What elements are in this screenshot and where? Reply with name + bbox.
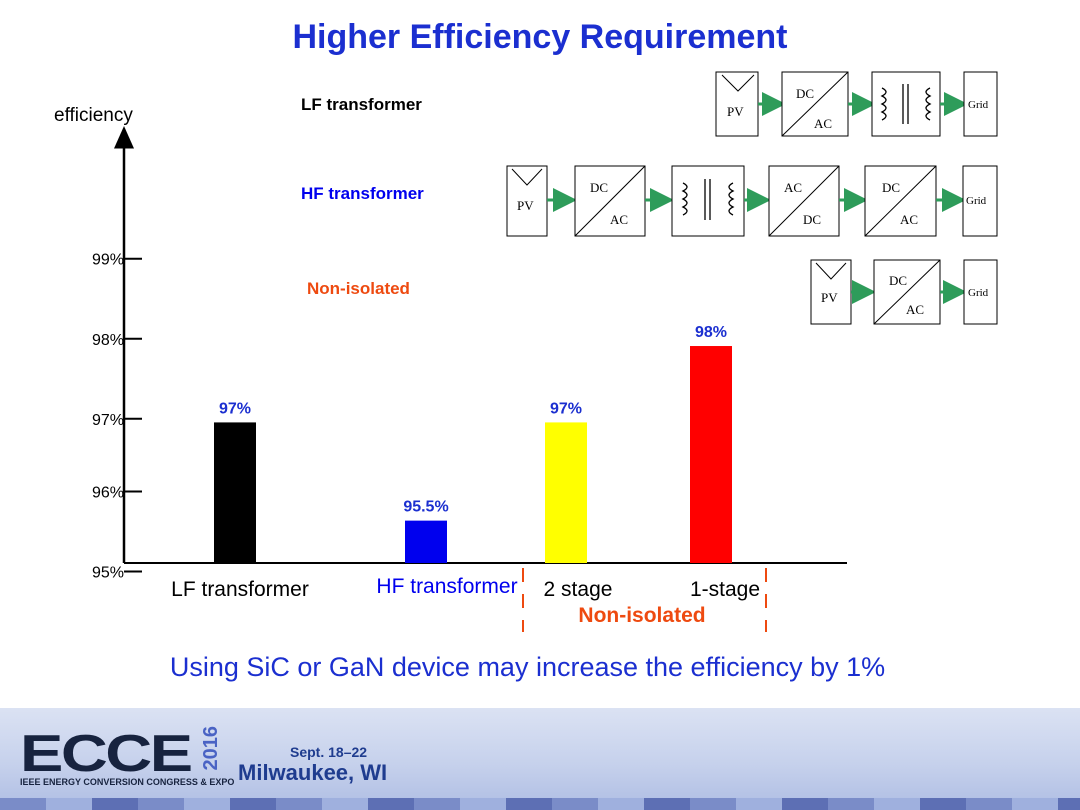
- transformer-icon: [681, 179, 735, 220]
- category-label: LF transformer: [171, 578, 309, 601]
- dc-text: DC: [889, 273, 907, 288]
- grid-text: Grid: [968, 287, 989, 299]
- lf-topology-diagram: PV DC AC Grid: [715, 71, 998, 137]
- conference-footer: ECCE 2016 IEEE ENERGY CONVERSION CONGRES…: [0, 708, 1080, 810]
- dc-text: DC: [796, 86, 814, 101]
- y-axis-label: efficiency: [54, 105, 133, 126]
- hf-transformer-label: HF transformer: [301, 184, 424, 203]
- pv-text: PV: [517, 198, 534, 213]
- conference-dates: Sept. 18–22: [290, 744, 368, 760]
- pv-text: PV: [727, 104, 744, 119]
- y-tick-label: 98%: [92, 332, 124, 349]
- dc-text: DC: [590, 180, 608, 195]
- ac-text: AC: [784, 180, 802, 195]
- dc-text: DC: [803, 212, 821, 227]
- category-label: HF transformer: [376, 575, 517, 598]
- ac-text: AC: [814, 116, 832, 131]
- conference-city: Milwaukee, WI: [238, 760, 388, 785]
- ecce-organization: IEEE ENERGY CONVERSION CONGRESS & EXPO: [20, 777, 235, 787]
- bar-value-label: 97%: [550, 400, 582, 417]
- transformer-icon: [880, 84, 932, 124]
- ecce-logo-text: ECCE: [20, 725, 193, 783]
- bar-value-label: 98%: [695, 324, 727, 341]
- slide-title: Higher Efficiency Requirement: [292, 18, 788, 56]
- category-label: 2 stage: [544, 578, 613, 601]
- bar-value-label: 97%: [219, 400, 251, 417]
- bar-lf-transformer: [214, 422, 256, 563]
- ecce-logo: ECCE 2016 IEEE ENERGY CONVERSION CONGRES…: [20, 724, 460, 794]
- dc-text: DC: [882, 180, 900, 195]
- ac-text: AC: [900, 212, 918, 227]
- hf-topology-diagram: PV DC AC AC DC DC AC Grid: [506, 165, 998, 237]
- pv-text: PV: [821, 290, 838, 305]
- nonisolated-topology-diagram: PV DC AC Grid: [810, 259, 998, 325]
- bottom-note: Using SiC or GaN device may increase the…: [169, 652, 886, 682]
- category-label: 1-stage: [690, 578, 760, 601]
- grid-text: Grid: [966, 195, 987, 207]
- bar-1-stage: [690, 346, 732, 563]
- efficiency-chart: efficiency 95% 96% 97% 98% 99% 97% 95.5% 97% 98…: [54, 71, 998, 632]
- ac-text: AC: [610, 212, 628, 227]
- y-tick-label: 99%: [92, 252, 124, 269]
- ecce-year: 2016: [200, 726, 222, 771]
- y-tick-label: 96%: [92, 485, 124, 502]
- lf-transformer-label: LF transformer: [301, 95, 422, 114]
- y-tick-label: 97%: [92, 412, 124, 429]
- group-label-nonisolated: Non-isolated: [578, 604, 705, 627]
- bar-hf-transformer: [405, 520, 447, 563]
- y-tick-label: 95%: [92, 565, 124, 582]
- nonisolated-label: Non-isolated: [307, 279, 410, 298]
- ac-text: AC: [906, 302, 924, 317]
- bar-2-stage: [545, 422, 587, 563]
- grid-text: Grid: [968, 99, 989, 111]
- bar-value-label: 95.5%: [403, 499, 448, 516]
- footer-stripe: [0, 798, 1080, 810]
